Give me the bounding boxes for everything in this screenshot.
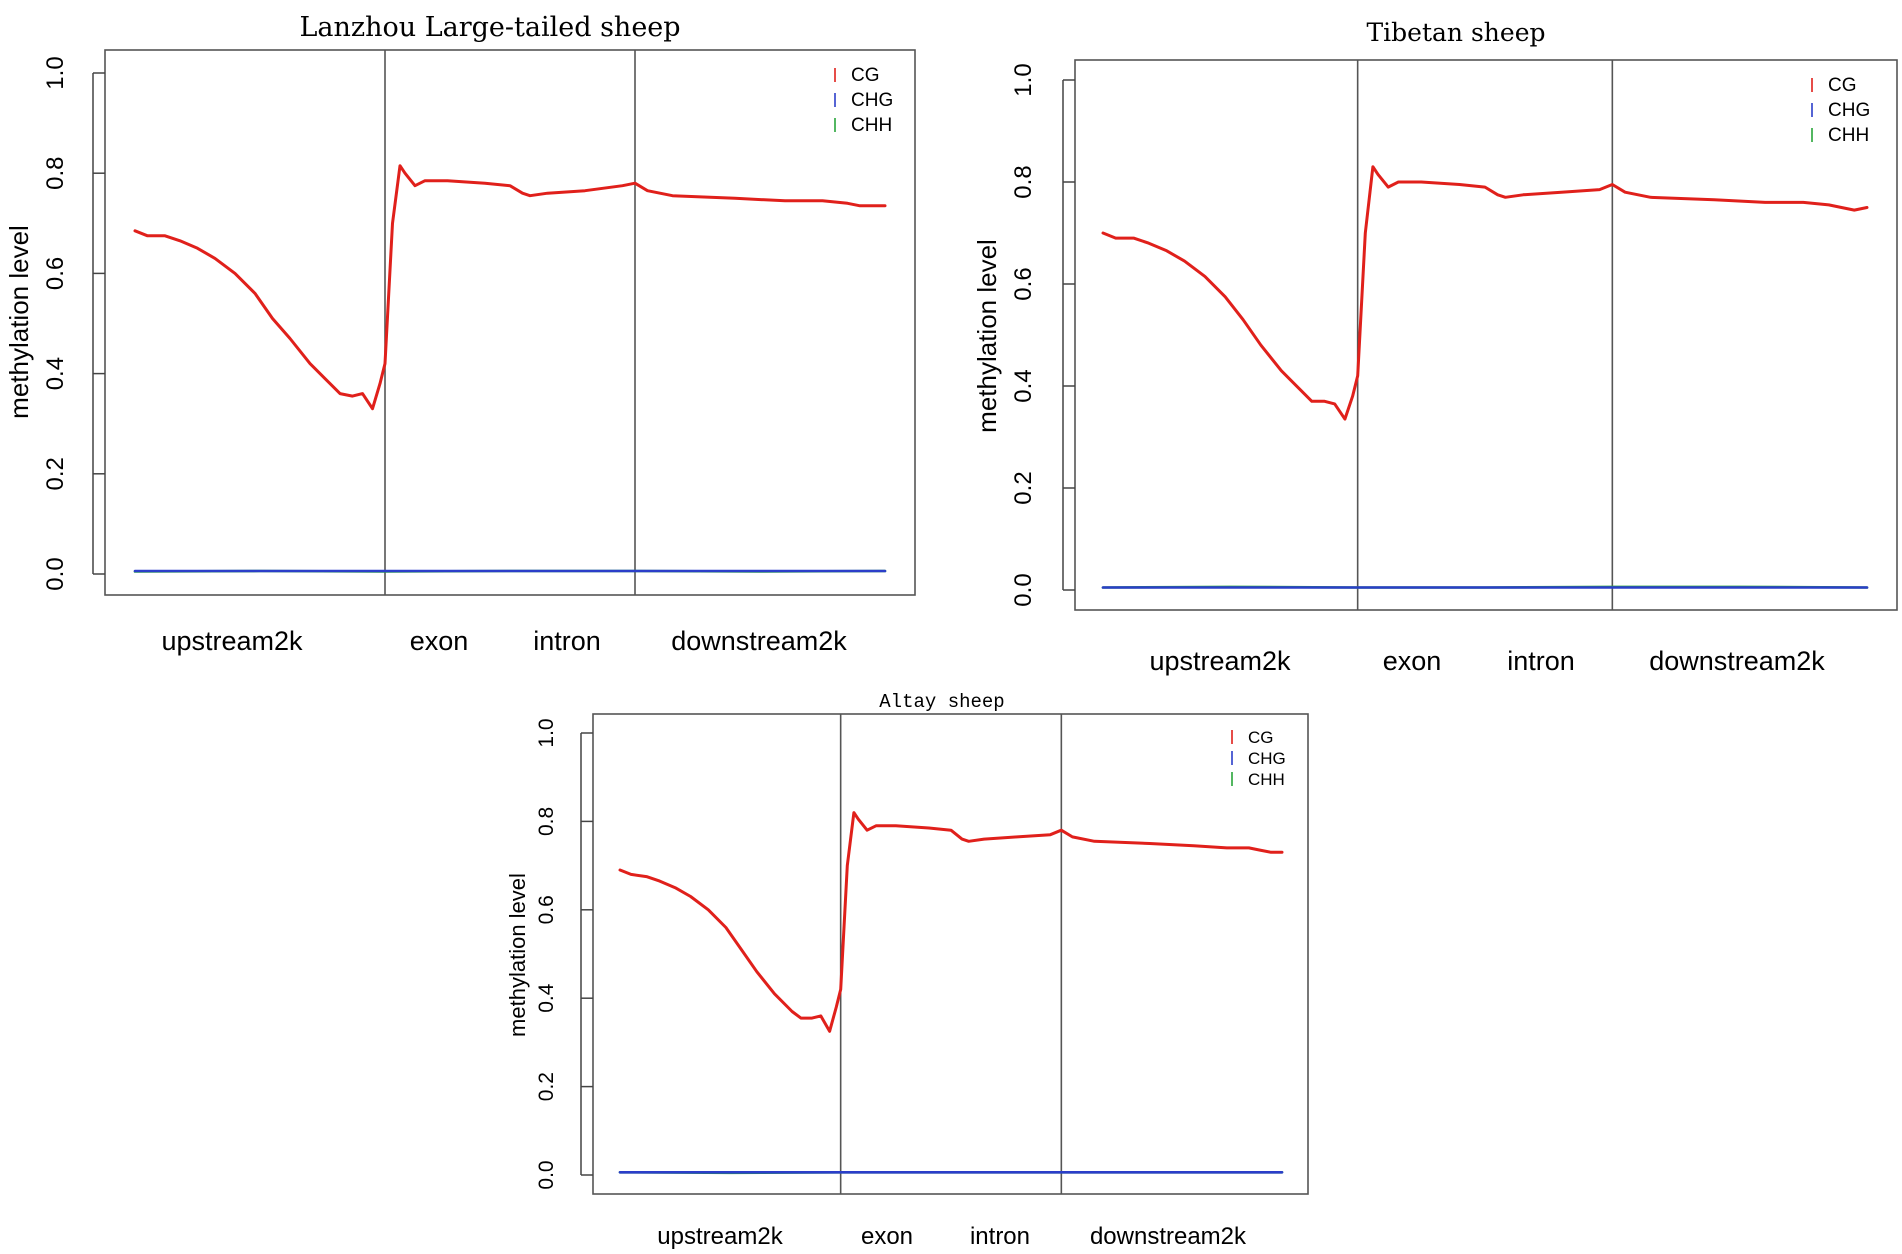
y-axis-label: methylation level [4,225,34,419]
legend-label-CHH: CHH [851,115,892,136]
chart-title: Tibetan sheep [1367,18,1546,47]
y-tick-label: 0.4 [42,357,69,390]
region-label-downstream2k: downstream2k [671,626,847,656]
plot-frame [104,49,916,596]
region-label-downstream2k: downstream2k [1090,1223,1247,1250]
y-tick-label: 0.2 [535,1072,558,1101]
region-label-exon: exon [861,1223,913,1250]
y-tick-label: 0.8 [535,807,558,836]
region-label-downstream2k: downstream2k [1649,646,1825,676]
y-tick-label: 0.6 [535,895,558,924]
legend-label-CG: CG [851,65,880,86]
chart-title: Lanzhou Large-tailed sheep [299,12,680,43]
legend-label-CG: CG [1248,728,1274,747]
y-tick-label: 1.0 [1010,63,1037,96]
legend-label-CHG: CHG [1248,749,1286,768]
y-tick-label: 1.0 [535,718,558,747]
chart-title: Altay sheep [879,691,1004,713]
region-label-intron: intron [533,626,601,656]
legend-label-CHG: CHG [1828,100,1870,121]
y-tick-label: 0.8 [1010,165,1037,198]
region-label-upstream2k: upstream2k [1149,646,1291,676]
region-label-exon: exon [1383,646,1442,676]
chart-panel-1: Lanzhou Large-tailed sheep 0.0 0.2 0.4 0.6 0.… [4,12,916,656]
y-tick-label: 0.4 [535,983,558,1013]
region-label-upstream2k: upstream2k [657,1223,783,1250]
legend-label-CG: CG [1828,75,1857,96]
y-tick-label: 0.4 [1010,369,1037,402]
y-tick-label: 1.0 [42,56,69,89]
legend-label-CHG: CHG [851,90,893,111]
y-tick-label: 0.0 [1010,573,1037,606]
chart-panel-3: Altay sheep 0.0 0.2 0.4 0.6 0.8 1.0 methylation… [505,691,1309,1250]
chart-panel-2: Tibetan sheep 0.0 0.2 0.4 0.6 0.8 1.0 methylati… [972,18,1898,676]
y-tick-label: 0.2 [42,457,69,490]
y-tick-label: 0.0 [42,557,69,590]
y-tick-label: 0.0 [535,1160,558,1189]
legend-label-CHH: CHH [1828,125,1869,146]
y-axis-label: methylation level [972,239,1002,433]
y-axis-label: methylation level [505,873,530,1037]
region-label-intron: intron [1507,646,1575,676]
legend-label-CHH: CHH [1248,770,1285,789]
region-label-exon: exon [410,626,469,656]
series-line-CG [1101,165,1869,421]
y-tick-label: 0.6 [42,257,69,290]
region-label-intron: intron [970,1223,1030,1250]
y-tick-label: 0.2 [1010,471,1037,504]
plot-frame [1074,59,1898,611]
y-tick-label: 0.6 [1010,267,1037,300]
region-label-upstream2k: upstream2k [161,626,303,656]
series-line-CG [618,811,1284,1033]
plot-frame [592,713,1309,1195]
series-line-CG [133,164,887,411]
y-tick-label: 0.8 [42,157,69,190]
